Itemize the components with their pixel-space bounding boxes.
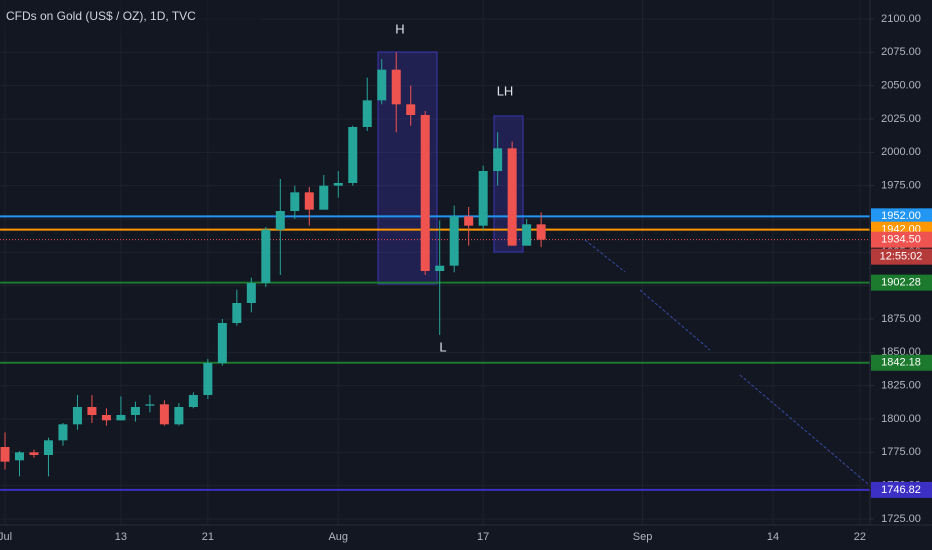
grid <box>0 0 870 525</box>
candle-body <box>304 192 314 210</box>
countdown-tag <box>871 248 932 265</box>
candle-body <box>536 224 546 240</box>
candle-body <box>377 69 387 101</box>
candle-body <box>449 216 459 266</box>
candle-body <box>116 415 126 421</box>
candle-body <box>101 415 111 421</box>
y-tick-label: 2050.00 <box>881 80 921 92</box>
candle-body <box>507 148 517 246</box>
y-tick-label: 1800.00 <box>881 413 921 425</box>
y-tick-label: 1975.00 <box>881 180 921 192</box>
price-level-label: 1934.50 <box>881 234 921 246</box>
candle-body <box>0 447 10 462</box>
y-tick-label: 1875.00 <box>881 313 921 325</box>
candle-body <box>217 323 227 363</box>
y-tick-label: 1725.00 <box>881 513 921 525</box>
candle-body <box>493 148 503 171</box>
y-tick-label: 1825.00 <box>881 380 921 392</box>
candle-body <box>72 407 82 425</box>
candle-body <box>420 115 430 271</box>
price-level-tag <box>871 231 932 248</box>
candle-body <box>478 171 488 226</box>
candle-body <box>130 407 140 415</box>
annotation: LH <box>497 83 514 98</box>
candle-body <box>333 183 343 186</box>
price-level-label: 1842.18 <box>881 357 921 369</box>
x-tick-label: Sep <box>633 531 653 543</box>
x-tick-label: 21 <box>202 531 214 543</box>
projection-arrow <box>639 289 711 351</box>
price-level-label: 1902.28 <box>881 277 921 289</box>
annotation: H <box>395 21 404 36</box>
x-tick-label: Jul <box>0 531 12 543</box>
candle-body <box>246 283 256 303</box>
candle-body <box>261 229 271 283</box>
price-level-label: 1746.82 <box>881 484 921 496</box>
price-level-label: 1952.00 <box>881 210 921 222</box>
price-level-tag <box>871 354 932 371</box>
candle-body <box>464 216 474 226</box>
y-tick-label: 1775.00 <box>881 446 921 458</box>
candles <box>0 52 546 477</box>
candle-body <box>319 185 329 210</box>
x-tick-label: Aug <box>328 531 348 543</box>
countdown: 12:55:02 <box>880 251 923 263</box>
title-backdrop <box>0 0 260 34</box>
y-tick-label: 2000.00 <box>881 146 921 158</box>
price-level-tag <box>871 208 932 225</box>
x-tick-label: 13 <box>115 531 127 543</box>
price-level-tag <box>871 274 932 291</box>
axes: 1725.001750.001775.001800.001825.001850.… <box>0 13 932 543</box>
candle-body <box>159 404 169 425</box>
candle-body <box>522 224 532 246</box>
candle-body <box>43 440 53 455</box>
candle-body <box>58 424 68 441</box>
y-tick-label: 2075.00 <box>881 46 921 58</box>
candle-body <box>406 104 416 115</box>
x-tick-label: 14 <box>767 531 779 543</box>
candle-body <box>348 127 358 183</box>
candle-body <box>275 211 285 230</box>
candle-body <box>14 452 24 461</box>
price-level-tag <box>871 481 932 498</box>
y-tick-label: 2100.00 <box>881 13 921 25</box>
x-tick-label: 17 <box>477 531 489 543</box>
candle-body <box>145 404 155 406</box>
candle-body <box>188 395 198 407</box>
candle-body <box>174 407 184 425</box>
projection-arrow <box>739 374 869 485</box>
chart-title: CFDs on Gold (US$ / OZ), 1D, TVC <box>6 9 196 23</box>
candle-body <box>203 363 213 395</box>
candle-body <box>362 100 372 127</box>
candle-body <box>435 265 445 271</box>
annotation: L <box>439 339 446 354</box>
projection-arrow <box>584 239 626 273</box>
candle-body <box>87 407 97 415</box>
levels <box>0 215 870 491</box>
candle-body <box>391 69 401 105</box>
y-tick-label: 2025.00 <box>881 113 921 125</box>
candle-body <box>232 303 242 323</box>
candle-body <box>29 452 39 455</box>
candle-body <box>290 192 300 211</box>
x-tick-label: 22 <box>854 531 866 543</box>
